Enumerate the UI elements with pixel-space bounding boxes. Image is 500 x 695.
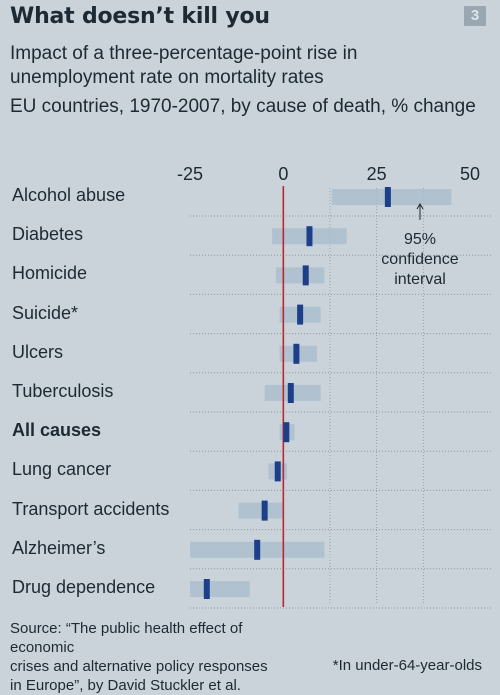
chart-subtitle: Impact of a three-percentage-point rise …: [10, 43, 358, 88]
category-label: All causes: [12, 420, 102, 441]
estimate-marker: [306, 226, 313, 247]
estimate-marker: [254, 539, 261, 560]
annotation-text: 95%: [404, 231, 436, 248]
estimate-marker: [302, 265, 309, 286]
x-tick-label: -25: [177, 164, 203, 184]
annotation-text: confidence: [381, 251, 458, 268]
x-tick-label: 50: [460, 164, 480, 184]
category-label: Homicide: [12, 263, 88, 284]
category-label: Ulcers: [12, 341, 64, 362]
ci-band: [331, 189, 452, 205]
estimate-marker: [287, 383, 294, 403]
estimate-marker: [261, 500, 268, 521]
footnote: *In under-64-year-olds: [332, 657, 482, 674]
ci-band: [190, 581, 250, 597]
category-label: Suicide*: [12, 302, 79, 323]
category-label: Lung cancer: [12, 459, 112, 480]
source-note: Source: “The public health effect of eco…: [10, 619, 310, 695]
ci-band: [238, 502, 284, 519]
estimate-marker: [297, 304, 304, 325]
category-label: Alzheimer’s: [12, 537, 106, 558]
category-label: Transport accidents: [12, 498, 170, 519]
source-line-3: in Europe”, by David Stuckler et al.: [10, 677, 241, 694]
category-label: Diabetes: [12, 224, 84, 245]
estimate-marker: [203, 579, 210, 599]
chart-number-badge: 3: [464, 6, 486, 26]
estimate-marker: [293, 343, 300, 364]
category-label: Tuberculosis: [12, 381, 114, 401]
category-label: Drug dependence: [12, 577, 156, 597]
x-tick-label: 0: [278, 164, 288, 184]
x-tick-label: 25: [367, 164, 387, 184]
source-line-1: Source: “The public health effect of eco…: [10, 620, 243, 656]
estimate-marker: [274, 461, 281, 482]
category-label: Alcohol abuse: [12, 185, 126, 205]
annotation-arrowhead: [416, 203, 424, 210]
annotation-text: interval: [394, 271, 446, 288]
ci-band: [275, 267, 325, 284]
source-line-2: crises and alternative policy responses: [10, 658, 268, 675]
chart-title: What doesn’t kill you: [10, 4, 270, 29]
estimate-marker: [384, 187, 391, 207]
chart-note: EU countries, 1970-2007, by cause of dea…: [10, 96, 476, 117]
estimate-marker: [283, 422, 290, 443]
